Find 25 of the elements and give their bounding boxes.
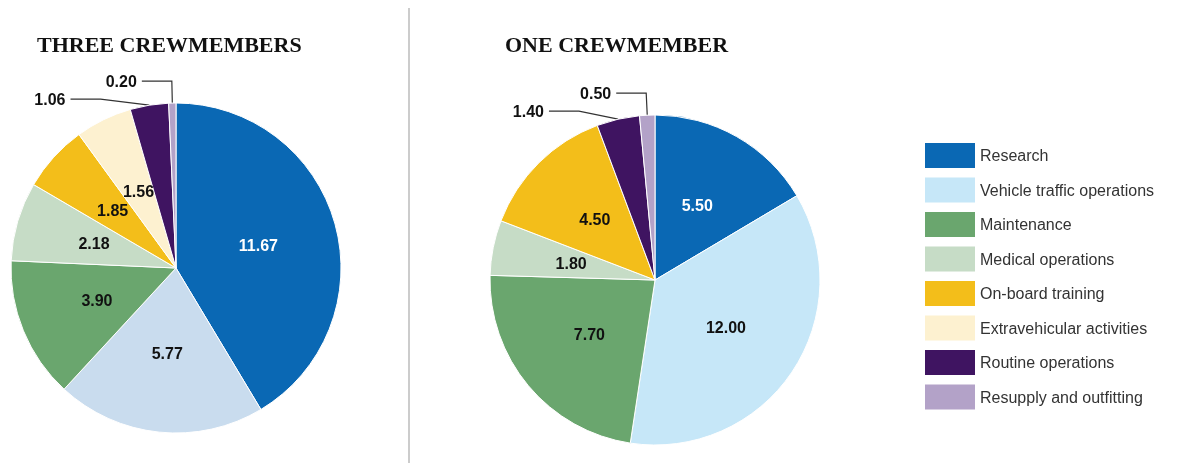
data-label: 0.50	[580, 84, 612, 102]
legend-label: Resupply and outfitting	[980, 388, 1143, 406]
legend-label: Medical operations	[980, 250, 1115, 268]
legend-label: Routine operations	[980, 354, 1115, 371]
data-label: 7.70	[573, 326, 606, 344]
data-label: 3.90	[81, 292, 113, 310]
data-label: 11.67	[238, 236, 279, 254]
data-label: 12.00	[705, 319, 747, 337]
data-label: 2.18	[78, 235, 110, 253]
data-label: 1.85	[97, 202, 129, 220]
chart-title: ONE CREWMEMBER	[505, 31, 730, 57]
data-label: 1.56	[122, 182, 155, 200]
legend-label: On-board training	[980, 285, 1105, 302]
data-label: 1.06	[34, 90, 66, 108]
legend-label: Vehicle traffic operations	[980, 181, 1155, 199]
legend-label: Extravehicular activities	[980, 319, 1148, 337]
data-label: 0.20	[105, 72, 137, 90]
data-label: 5.50	[681, 197, 713, 215]
data-label: 1.40	[512, 102, 545, 120]
data-label: 5.77	[151, 344, 183, 362]
legend-label: Maintenance	[980, 216, 1072, 233]
chart-title: THREE CREWMEMBERS	[37, 31, 302, 57]
data-label: 1.80	[555, 254, 587, 272]
data-label: 4.50	[579, 210, 611, 228]
legend-label: Research	[980, 147, 1049, 164]
